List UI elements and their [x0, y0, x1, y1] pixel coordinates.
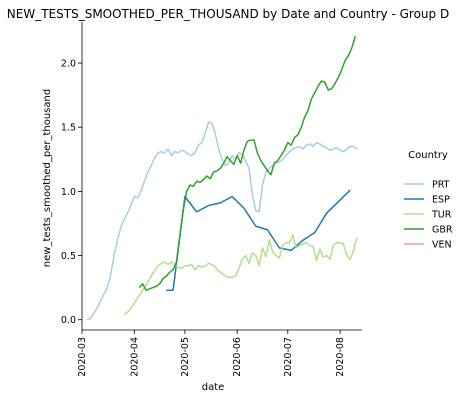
legend-label-prt: PRT	[432, 180, 450, 191]
series-line-tur	[123, 234, 358, 316]
legend-label-tur: TUR	[431, 210, 452, 221]
legend: Country PRT ESP TUR GBR VEN	[404, 150, 453, 251]
x-tick-label: 2020-08	[335, 337, 346, 377]
y-axis-label: new_tests_smoothed_per_thousand	[42, 89, 53, 267]
legend-title: Country	[408, 150, 448, 161]
x-tick-label: 2020-07	[283, 337, 294, 377]
y-tick-label: 0.0	[61, 315, 76, 326]
legend-label-esp: ESP	[432, 195, 450, 206]
chart-title: NEW_TESTS_SMOOTHED_PER_THOUSAND by Date …	[7, 7, 449, 21]
x-tick-label: 2020-03	[77, 337, 88, 377]
x-tick-label: 2020-05	[180, 337, 191, 377]
x-tick-label: 2020-04	[129, 337, 140, 377]
legend-label-gbr: GBR	[432, 225, 453, 236]
y-tick-label: 1.5	[61, 123, 76, 134]
legend-label-ven: VEN	[432, 240, 452, 251]
y-axis: 0.0 0.5 1.0 1.5 2.0	[61, 22, 83, 330]
y-tick-label: 1.0	[61, 187, 76, 198]
x-axis: 2020-03 2020-04 2020-05 2020-06 2020-07 2020-…	[77, 329, 362, 377]
x-tick-label: 2020-06	[232, 337, 243, 377]
series-line-esp	[166, 189, 351, 291]
series-line-prt	[86, 121, 358, 321]
x-axis-label: date	[202, 382, 225, 393]
series-line-gbr	[138, 35, 357, 291]
y-tick-label: 2.0	[61, 59, 76, 70]
plot-area	[86, 35, 358, 321]
y-tick-label: 0.5	[61, 251, 76, 262]
